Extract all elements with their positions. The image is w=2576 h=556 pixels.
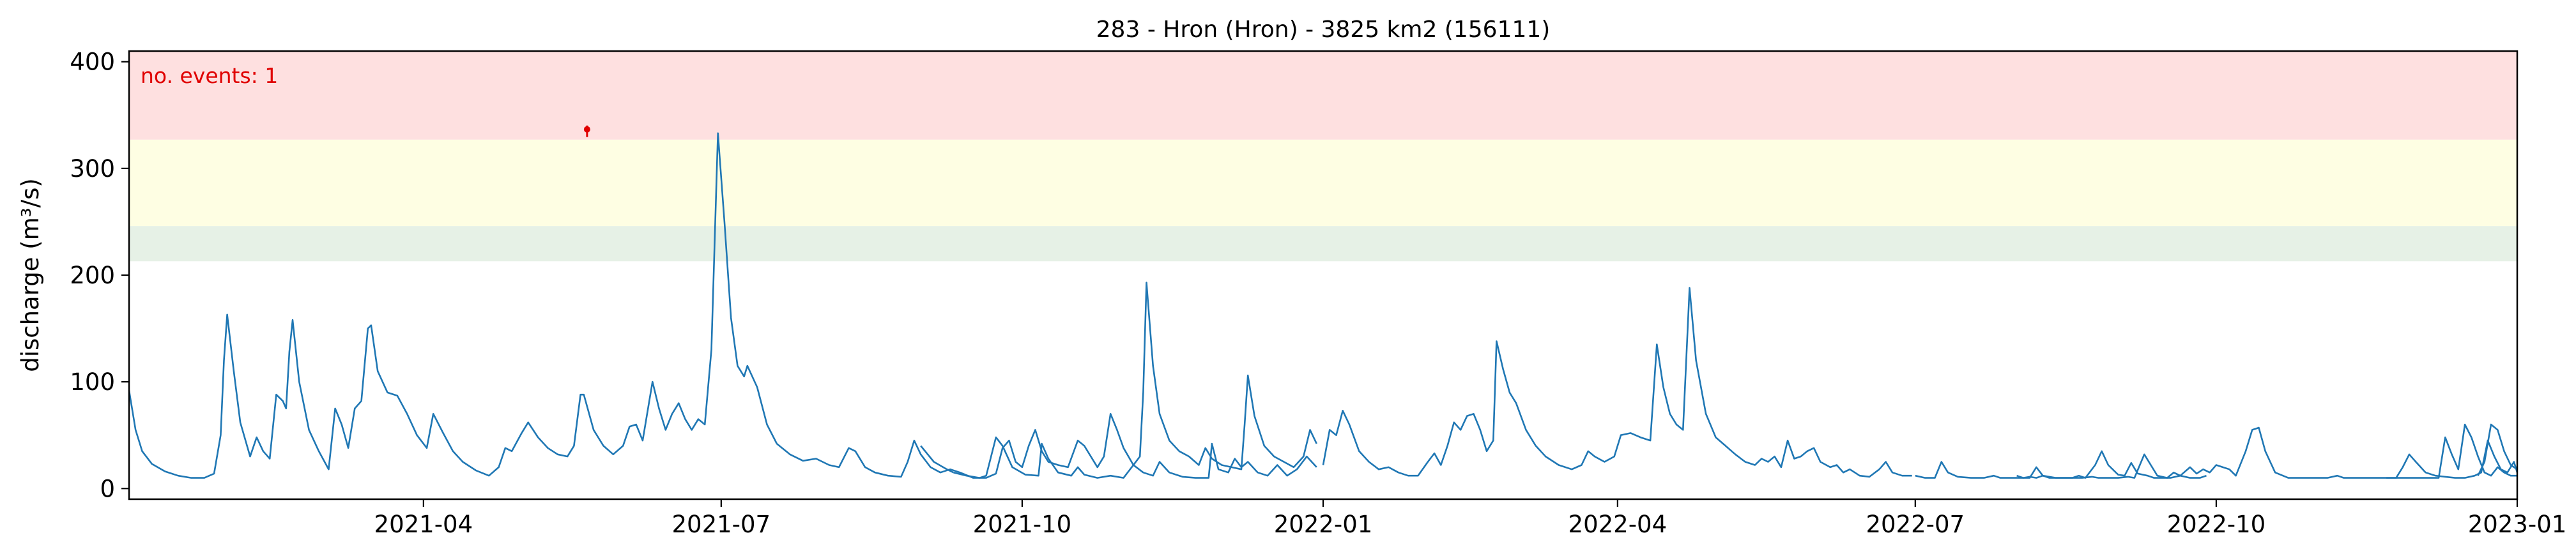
series-line-2: [920, 445, 954, 474]
event-count-annotation: no. events: 1: [141, 63, 278, 88]
x-tick-label: 2022-07: [1866, 511, 1965, 538]
series-line-5: [1915, 453, 2207, 479]
series-line-8: [2477, 423, 2518, 476]
y-tick-label: 300: [70, 155, 115, 183]
x-axis: 2021-04 2021-07 2021-10 2022-01 2022-04 2022-…: [374, 499, 2567, 538]
x-tick-label: 2022-10: [2167, 511, 2266, 538]
event-point-1: [583, 126, 590, 133]
y-tick-label: 400: [70, 49, 115, 76]
x-tick-label: 2021-07: [672, 511, 771, 538]
series-line-1: [128, 132, 1317, 479]
x-tick-label: 2022-04: [1568, 511, 1667, 538]
series-line-4: [1322, 287, 1912, 478]
x-tick-label: 2021-10: [973, 511, 1072, 538]
y-tick-label: 200: [70, 262, 115, 289]
x-tick-label: 2023-01: [2468, 511, 2567, 538]
series-line-3: [953, 436, 1317, 479]
chart-title: 283 - Hron (Hron) - 3825 km2 (156111): [1096, 17, 1551, 43]
threshold-band-medium: [129, 139, 2517, 227]
y-axis: 0 100 200 300 400: [70, 49, 129, 502]
x-tick-label: 2022-01: [1274, 511, 1373, 538]
threshold-band-low: [129, 226, 2517, 262]
series-line-6: [2016, 423, 2517, 479]
series-layer: [128, 132, 2518, 479]
events-layer: [583, 125, 590, 137]
threshold-bands: [129, 51, 2517, 262]
x-tick-label: 2021-04: [374, 511, 473, 538]
y-axis-label: discharge (m³/s): [17, 178, 44, 372]
threshold-band-high: [129, 51, 2517, 140]
y-tick-label: 100: [70, 368, 115, 396]
y-tick-label: 0: [100, 475, 115, 502]
series-line-7: [2386, 439, 2518, 479]
